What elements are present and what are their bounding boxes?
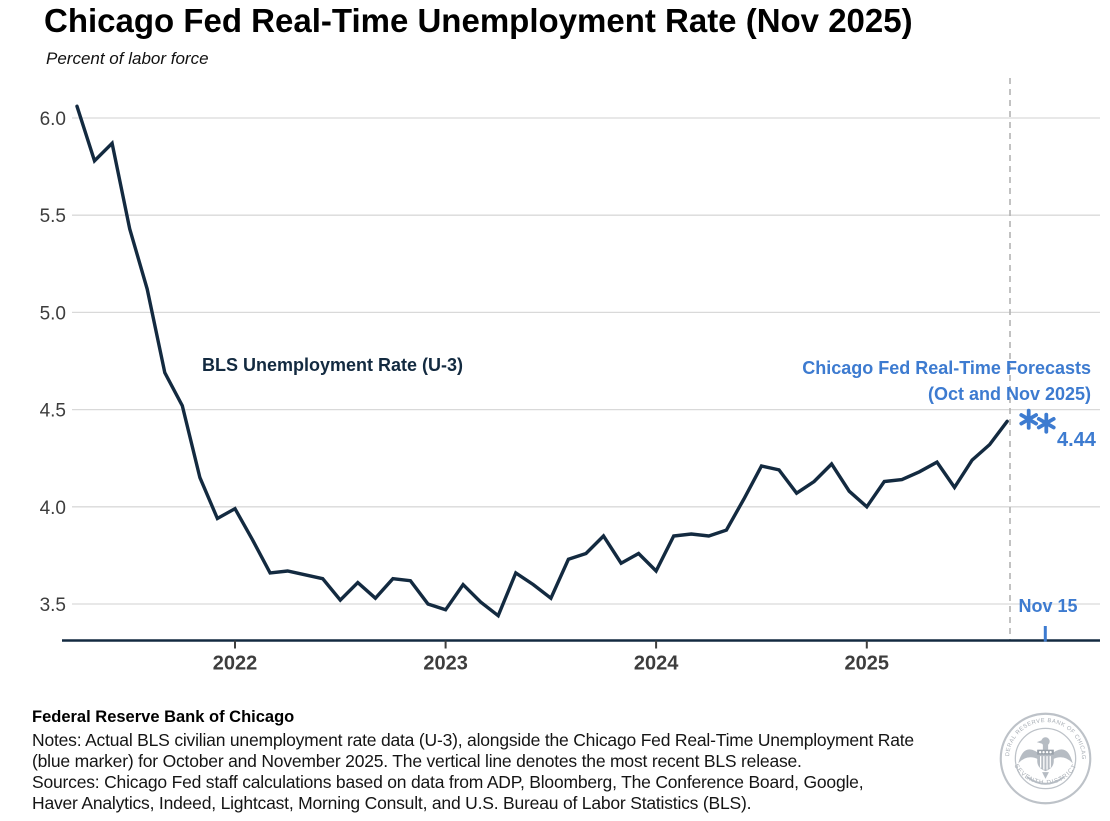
forecast-value-label: 4.44 [1057, 429, 1097, 451]
seal-inner-ring [1014, 727, 1077, 790]
x-axis-label: 2024 [634, 653, 679, 675]
footer-note-line: Haver Analytics, Indeed, Lightcast, Morn… [32, 793, 752, 813]
bls-series-annotation: BLS Unemployment Rate (U-3) [202, 355, 463, 375]
seal-outer-ring [999, 712, 1092, 805]
unemployment-rate-chart: 3.5 4.0 4.5 5.0 5.5 6.0 2022 2023 2024 2025 BLS U… [40, 78, 1100, 675]
bls-rate-line [75, 104, 1009, 619]
y-axis-label: 3.5 [40, 595, 66, 616]
release-date-label: Nov 15 [1018, 596, 1077, 616]
x-axis-label: 2023 [423, 653, 468, 675]
footer-note-line: (blue marker) for October and November 2… [32, 751, 802, 771]
footer-note-line: Sources: Chicago Fed staff calculations … [32, 772, 864, 792]
y-axis-label: 5.5 [40, 206, 66, 227]
footer-note-line: Notes: Actual BLS civilian unemployment … [32, 730, 914, 750]
chart-title: Chicago Fed Real-Time Unemployment Rate … [44, 2, 913, 39]
footer: Federal Reserve Bank of Chicago Notes: A… [32, 708, 992, 814]
seal-ring-text-bottom: · SEVENTH DISTRICT · [992, 705, 1080, 786]
footer-org-name: Federal Reserve Bank of Chicago [32, 708, 295, 726]
eagle-emblem [1018, 737, 1073, 785]
forecast-annotation-line1: Chicago Fed Real-Time Forecasts [802, 358, 1091, 378]
x-axis-label: 2025 [845, 653, 890, 675]
fed-seal-icon: FEDERAL RESERVE BANK OF CHICAGO · SEVENT… [992, 705, 1092, 805]
forecast-asterisk-marker [1036, 416, 1056, 430]
y-axis-label: 6.0 [40, 109, 66, 130]
chart-subtitle: Percent of labor force [46, 49, 209, 68]
forecast-annotation-line2: (Oct and Nov 2025) [928, 384, 1091, 404]
y-axis-label: 4.0 [40, 498, 66, 519]
y-axis-label: 4.5 [40, 401, 66, 422]
y-axis-label: 5.0 [40, 303, 66, 324]
forecast-asterisk-marker [1019, 413, 1038, 426]
x-axis-label: 2022 [213, 653, 258, 675]
